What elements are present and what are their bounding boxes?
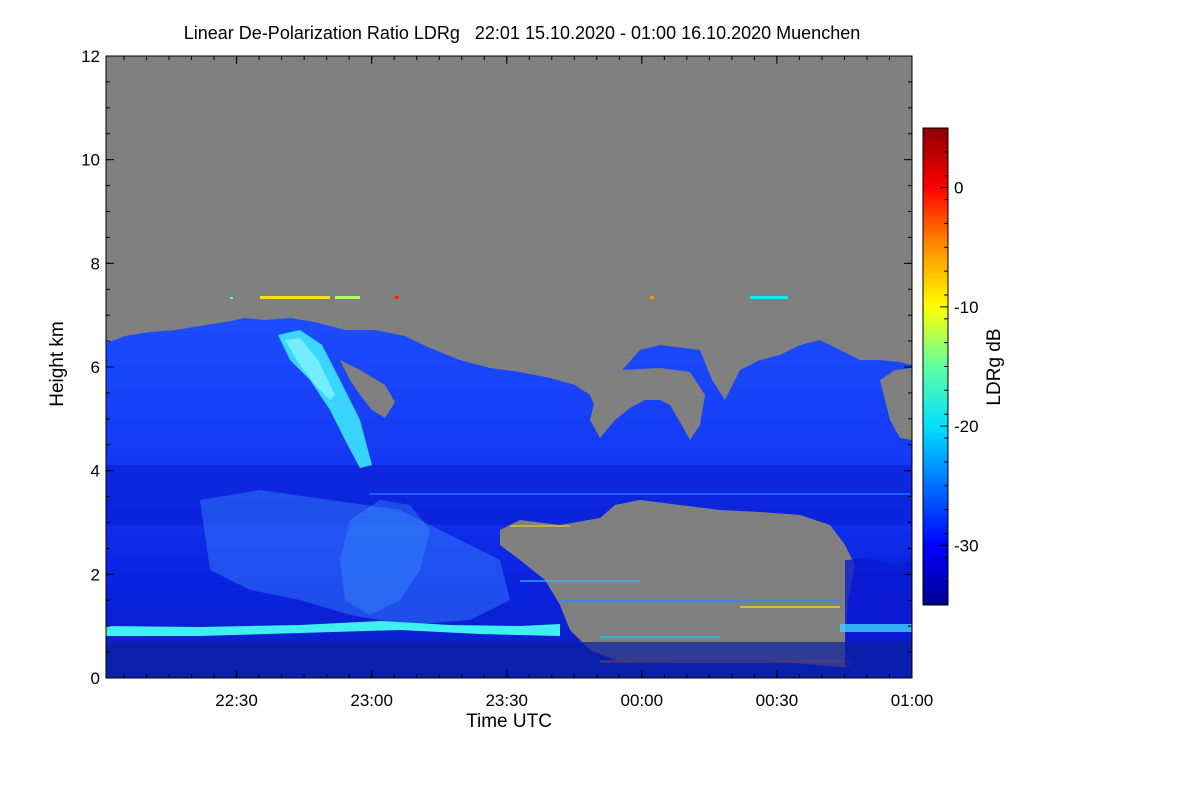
y-tick-label: 8 bbox=[91, 254, 100, 273]
x-tick-label: 23:30 bbox=[485, 691, 528, 710]
no-data-hole-right bbox=[880, 368, 912, 440]
plot-area bbox=[106, 56, 912, 678]
bright-band-right bbox=[840, 624, 912, 632]
y-tick-label: 0 bbox=[91, 669, 100, 688]
colorbar-tick-label: -20 bbox=[954, 417, 979, 436]
lower-cloud-structure-2 bbox=[340, 500, 430, 615]
x-tick-label: 23:00 bbox=[350, 691, 393, 710]
x-tick-label: 01:00 bbox=[891, 691, 934, 710]
x-axis: 22:30 23:00 23:30 00:00 00:30 01:00 bbox=[123, 56, 934, 710]
y-tick-label: 10 bbox=[81, 151, 100, 170]
y-tick-label: 6 bbox=[91, 358, 100, 377]
y-axis-label: Height km bbox=[47, 321, 68, 407]
colorbar-tick-label: -30 bbox=[954, 536, 979, 555]
y-tick-label: 12 bbox=[81, 47, 100, 66]
y-tick-label: 4 bbox=[91, 462, 100, 481]
colorbar-tick-label: 0 bbox=[954, 179, 963, 198]
ground-band bbox=[106, 642, 912, 678]
x-tick-label: 22:30 bbox=[215, 691, 258, 710]
colorbar-tick-label: -10 bbox=[954, 298, 979, 317]
x-axis-label: Time UTC bbox=[466, 711, 552, 732]
no-data-hole-upper bbox=[590, 368, 705, 440]
bright-band bbox=[106, 621, 560, 636]
y-tick-label: 2 bbox=[91, 565, 100, 584]
y-axis: 0 2 4 6 8 10 12 bbox=[81, 47, 912, 688]
colorbar-ticks: 0 -10 -20 -30 bbox=[940, 127, 979, 606]
no-data-hole-small bbox=[340, 360, 395, 418]
colorbar bbox=[922, 127, 949, 606]
x-tick-label: 00:30 bbox=[756, 691, 799, 710]
high-depol-streak-core bbox=[285, 338, 335, 400]
mid-layer-line bbox=[370, 493, 910, 495]
no-data-gap-lower bbox=[500, 500, 855, 668]
x-tick-label: 00:00 bbox=[621, 691, 664, 710]
lower-cloud-structure bbox=[200, 490, 510, 625]
chart-title: Linear De-Polarization Ratio LDRg 22:01 … bbox=[184, 23, 860, 43]
colorbar-label: LDRg dB bbox=[984, 328, 1005, 405]
thin-elevated-layer bbox=[230, 296, 788, 299]
